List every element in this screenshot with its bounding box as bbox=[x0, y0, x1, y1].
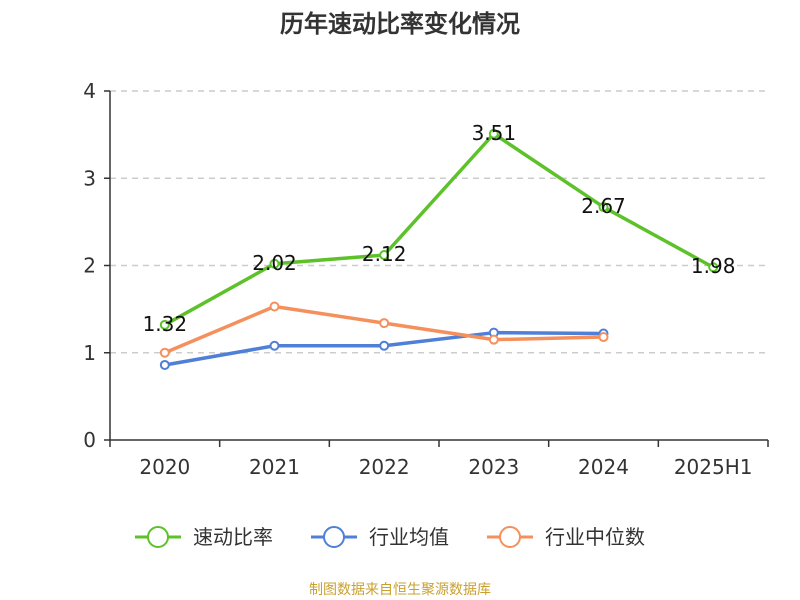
grid bbox=[110, 90, 768, 354]
series-layer bbox=[159, 128, 719, 370]
series-0-label-4: 2.67 bbox=[581, 194, 626, 218]
series-0-point-2 bbox=[379, 250, 390, 261]
legend-label-2: 行业中位数 bbox=[545, 525, 645, 549]
x-tick-label-5: 2025H1 bbox=[674, 455, 753, 479]
series-1-point-2 bbox=[379, 340, 390, 351]
y-tick-label-0: 0 bbox=[83, 428, 96, 452]
data-labels: 1.32 2.02 2.12 3.51 2.67 1.98 bbox=[143, 121, 736, 336]
series-1-point-1 bbox=[269, 340, 280, 351]
series-2-point-3 bbox=[488, 334, 499, 345]
series-0-point-4 bbox=[598, 202, 609, 213]
series-2-point-0 bbox=[159, 347, 170, 358]
legend-marker-2 bbox=[499, 526, 521, 548]
series-2-point-4 bbox=[598, 332, 609, 343]
series-0-label-1: 2.02 bbox=[252, 251, 297, 275]
series-0-point-5 bbox=[708, 262, 719, 273]
series-0-point-1 bbox=[269, 258, 280, 269]
series-0-label-0: 1.32 bbox=[143, 312, 188, 336]
legend-marker-1 bbox=[323, 526, 345, 548]
chart-title: 历年速动比率变化情况 bbox=[280, 10, 520, 38]
series-2-point-1 bbox=[269, 301, 280, 312]
series-0-label-3: 3.51 bbox=[472, 121, 517, 145]
source-note: 制图数据来自恒生聚源数据库 bbox=[309, 582, 491, 598]
series-1-point-0 bbox=[159, 359, 170, 370]
series-0-point-0 bbox=[159, 319, 170, 330]
y-tick-label-2: 2 bbox=[83, 254, 96, 278]
x-tick-label-4: 2024 bbox=[578, 455, 629, 479]
series-0-point-3 bbox=[488, 128, 499, 139]
x-tick-label-1: 2021 bbox=[249, 455, 300, 479]
series-2-point-2 bbox=[379, 318, 390, 329]
legend: 速动比率 行业均值 行业中位数 bbox=[135, 525, 645, 549]
y-tick-label-1: 1 bbox=[83, 341, 96, 365]
axes: 0 1 2 3 4 2020 2021 2022 2023 2024 2025H1 bbox=[83, 79, 769, 479]
x-tick-label-0: 2020 bbox=[139, 455, 190, 479]
series-0-label-5: 1.98 bbox=[691, 254, 736, 278]
x-tick-label-3: 2023 bbox=[468, 455, 519, 479]
y-tick-label-4: 4 bbox=[83, 79, 96, 103]
legend-label-1: 行业均值 bbox=[369, 525, 449, 549]
legend-label-0: 速动比率 bbox=[193, 525, 273, 549]
x-tick-label-2: 2022 bbox=[359, 455, 410, 479]
legend-marker-0 bbox=[147, 526, 169, 548]
series-line-0 bbox=[163, 132, 715, 327]
y-tick-label-3: 3 bbox=[83, 166, 96, 190]
series-0-label-2: 2.12 bbox=[362, 242, 407, 266]
